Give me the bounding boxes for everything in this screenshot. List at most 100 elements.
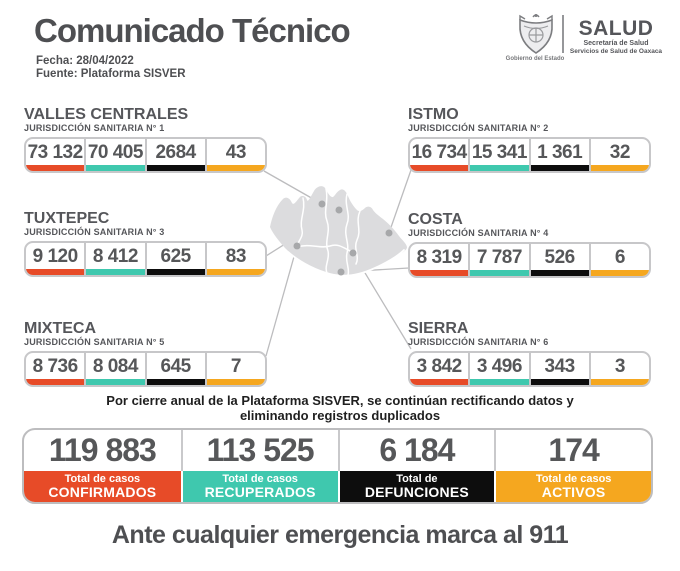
total-active-value: 174 bbox=[494, 430, 651, 471]
marker-valles-centrales bbox=[318, 200, 326, 208]
confirmed-bar bbox=[26, 379, 85, 385]
deaths-bar bbox=[530, 379, 589, 385]
total-confirmed-label: Total de casos CONFIRMADOS bbox=[24, 471, 181, 502]
region-stats-table: 8 736 8 084 645 7 bbox=[24, 351, 267, 387]
connector-mixteca bbox=[265, 245, 298, 357]
salud-logo: SALUD Secretaría de Salud Servicios de S… bbox=[568, 18, 664, 56]
confirmed-bar bbox=[26, 269, 85, 275]
total-deaths-cell: 6 184 Total de DEFUNCIONES bbox=[337, 430, 495, 502]
region-block-costa: COSTA JURISDICCIÓN SANITARIA N° 4 8 319 … bbox=[408, 212, 651, 278]
active-bar bbox=[206, 165, 265, 171]
stat-recovered: 8 412 bbox=[84, 243, 145, 275]
totals-summary-table: 119 883 Total de casos CONFIRMADOS 113 5… bbox=[22, 428, 653, 504]
deaths-bar bbox=[146, 379, 205, 385]
region-block-mixteca: MIXTECA JURISDICCIÓN SANITARIA N° 5 8 73… bbox=[24, 321, 267, 387]
region-jurisdiction: JURISDICCIÓN SANITARIA N° 6 bbox=[408, 337, 549, 347]
confirmed-bar bbox=[410, 379, 469, 385]
stat-active: 32 bbox=[588, 139, 649, 171]
connector-sierra bbox=[352, 252, 412, 350]
stat-deaths: 526 bbox=[528, 244, 589, 276]
state-crest-icon bbox=[519, 14, 553, 54]
recovered-bar bbox=[470, 165, 529, 171]
total-recovered-label: Total de casos RECUPERADOS bbox=[180, 471, 338, 502]
stat-deaths: 343 bbox=[528, 353, 589, 385]
confirmed-bar bbox=[410, 270, 469, 276]
recovered-bar bbox=[86, 269, 145, 275]
region-name: COSTA bbox=[408, 211, 463, 228]
stat-confirmed: 9 120 bbox=[26, 243, 85, 275]
region-jurisdiction: JURISDICCIÓN SANITARIA N° 4 bbox=[408, 228, 549, 238]
stat-deaths: 645 bbox=[144, 353, 205, 385]
connector-tuxtepec bbox=[265, 209, 340, 257]
marker-mixteca bbox=[293, 242, 301, 250]
region-name: ISTMO bbox=[408, 106, 459, 123]
recovered-bar bbox=[86, 165, 145, 171]
deaths-bar bbox=[146, 269, 205, 275]
active-bar bbox=[206, 269, 265, 275]
salud-wordmark: SALUD bbox=[578, 17, 654, 40]
servicios-label: Servicios de Salud de Oaxaca bbox=[569, 48, 663, 55]
stat-deaths: 2684 bbox=[144, 139, 205, 171]
date-label: Fecha: 28/04/2022 bbox=[36, 55, 134, 67]
marker-costa bbox=[337, 268, 345, 276]
stat-active: 83 bbox=[204, 243, 265, 275]
confirmed-bar bbox=[410, 165, 469, 171]
total-active-label: Total de casos ACTIVOS bbox=[494, 471, 651, 502]
stat-recovered: 3 496 bbox=[468, 353, 529, 385]
region-stats-table: 9 120 8 412 625 83 bbox=[24, 241, 267, 277]
stat-confirmed: 8 736 bbox=[26, 353, 85, 385]
region-name: SIERRA bbox=[408, 320, 469, 337]
region-stats-table: 16 734 15 341 1 361 32 bbox=[408, 137, 651, 173]
total-confirmed-value: 119 883 bbox=[48, 432, 157, 468]
marker-sierra bbox=[349, 249, 357, 257]
stat-confirmed: 16 734 bbox=[410, 139, 469, 171]
region-block-tuxtepec: TUXTEPEC JURISDICCIÓN SANITARIA N° 3 9 1… bbox=[24, 211, 267, 277]
map-internal-borders bbox=[287, 188, 405, 277]
stat-deaths: 625 bbox=[144, 243, 205, 275]
region-jurisdiction: JURISDICCIÓN SANITARIA N° 3 bbox=[24, 227, 165, 237]
deaths-bar bbox=[530, 270, 589, 276]
active-bar bbox=[590, 165, 649, 171]
connector-lines bbox=[263, 169, 412, 357]
stat-active: 7 bbox=[204, 353, 265, 385]
region-name: MIXTECA bbox=[24, 320, 96, 337]
active-bar bbox=[206, 379, 265, 385]
secretaria-label: Secretaría de Salud bbox=[583, 40, 649, 47]
region-block-valles-centrales: VALLES CENTRALES JURISDICCIÓN SANITARIA … bbox=[24, 107, 267, 173]
stat-confirmed: 8 319 bbox=[410, 244, 469, 276]
page-title: Comunicado Técnico bbox=[34, 12, 351, 49]
sisver-note: Por cierre anual de la Plataforma SISVER… bbox=[106, 393, 574, 423]
marker-tuxtepec bbox=[335, 206, 343, 214]
recovered-bar bbox=[470, 379, 529, 385]
stat-active: 6 bbox=[588, 244, 649, 276]
region-jurisdiction: JURISDICCIÓN SANITARIA N° 1 bbox=[24, 123, 165, 133]
map-markers bbox=[293, 200, 393, 276]
region-jurisdiction: JURISDICCIÓN SANITARIA N° 5 bbox=[24, 337, 165, 347]
stat-deaths: 1 361 bbox=[528, 139, 589, 171]
connector-valles-centrales bbox=[263, 170, 323, 205]
total-recovered-value: 113 525 bbox=[180, 430, 338, 471]
total-confirmed-cell: 119 883 Total de casos CONFIRMADOS bbox=[24, 430, 181, 502]
stat-active: 43 bbox=[204, 139, 265, 171]
region-block-sierra: SIERRA JURISDICCIÓN SANITARIA N° 6 3 842… bbox=[408, 321, 651, 387]
marker-istmo bbox=[385, 229, 393, 237]
active-bar bbox=[590, 270, 649, 276]
stat-recovered: 70 405 bbox=[84, 139, 145, 171]
logo-divider bbox=[562, 15, 564, 53]
region-name: TUXTEPEC bbox=[24, 210, 110, 227]
total-deaths-value: 6 184 bbox=[337, 430, 495, 471]
recovered-bar bbox=[470, 270, 529, 276]
emergency-911-banner: Ante cualquier emergencia marca al 911 bbox=[111, 521, 569, 549]
stat-recovered: 7 787 bbox=[468, 244, 529, 276]
recovered-bar bbox=[86, 379, 145, 385]
stat-active: 3 bbox=[588, 353, 649, 385]
region-jurisdiction: JURISDICCIÓN SANITARIA N° 2 bbox=[408, 123, 549, 133]
region-name: VALLES CENTRALES bbox=[24, 106, 189, 123]
region-stats-table: 8 319 7 787 526 6 bbox=[408, 242, 651, 278]
government-label: Gobierno del Estado bbox=[505, 56, 565, 62]
stat-recovered: 15 341 bbox=[468, 139, 529, 171]
oaxaca-map bbox=[270, 186, 407, 277]
total-active-cell: 174 Total de casos ACTIVOS bbox=[494, 430, 651, 502]
region-stats-table: 73 132 70 405 2684 43 bbox=[24, 137, 267, 173]
confirmed-bar bbox=[26, 165, 85, 171]
